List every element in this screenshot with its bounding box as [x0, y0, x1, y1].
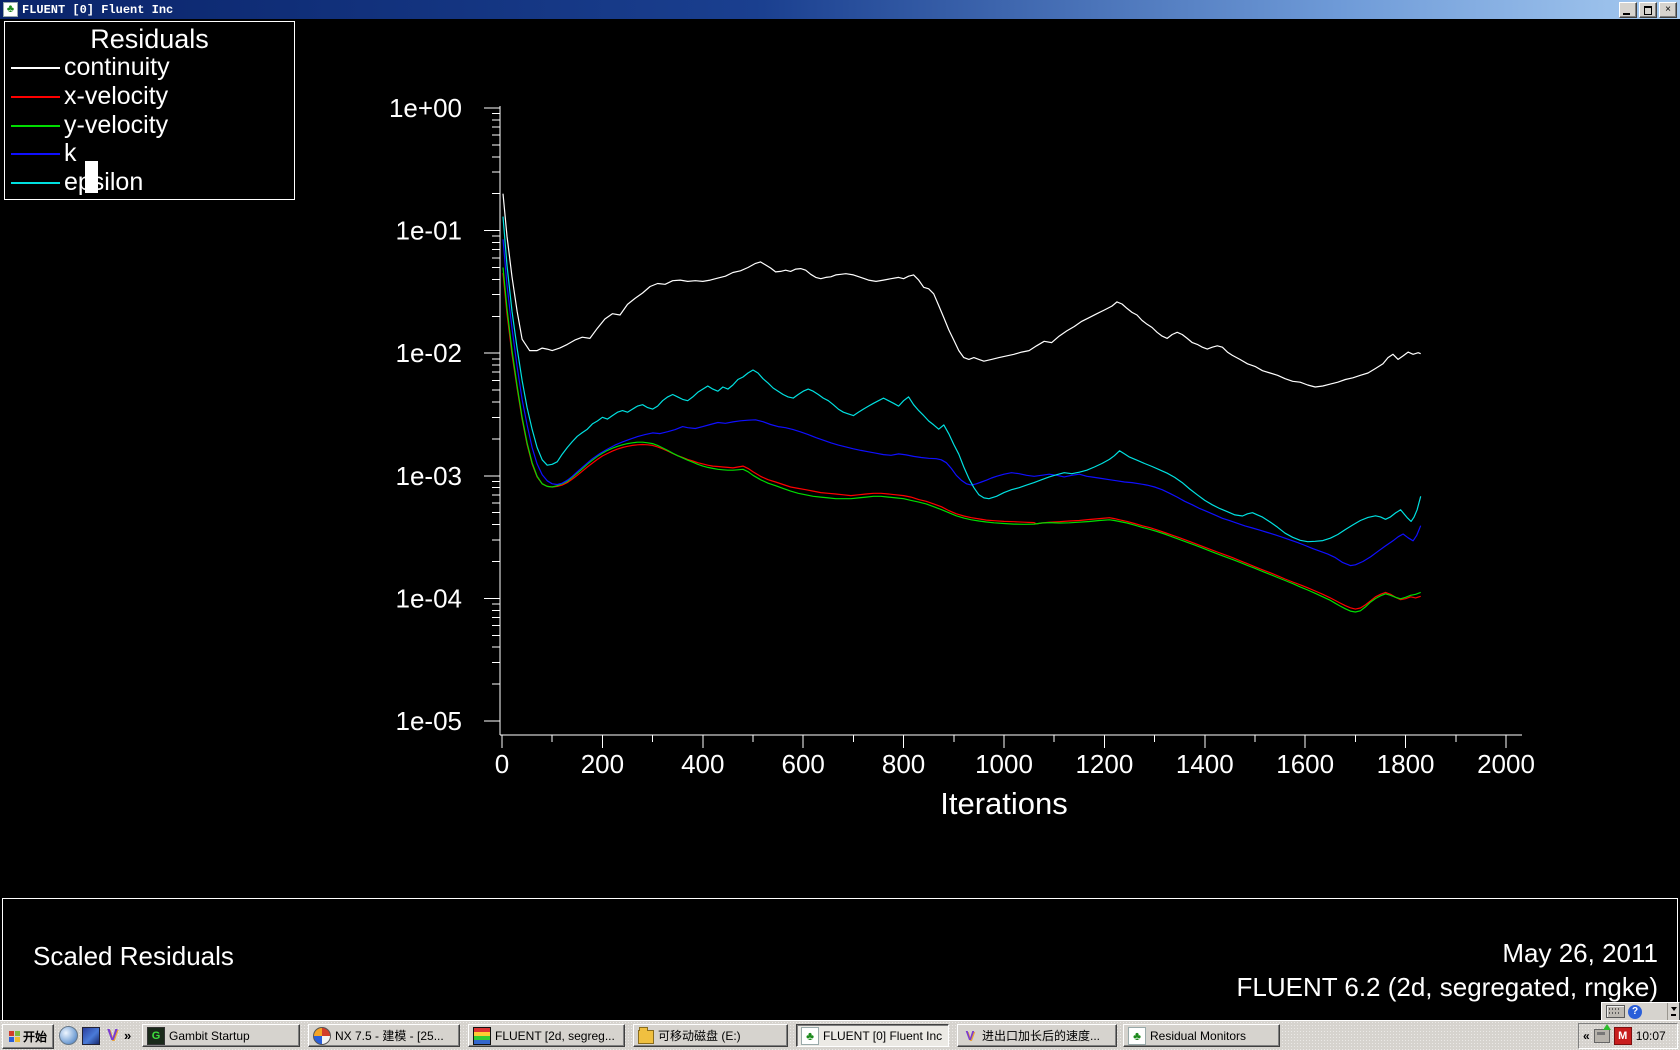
svg-text:1e-03: 1e-03 — [396, 461, 463, 491]
plot-meta: May 26, 2011 FLUENT 6.2 (2d, segregated,… — [1236, 936, 1658, 1004]
caption-box — [2, 898, 1678, 1020]
restore-button[interactable] — [1639, 1, 1657, 18]
plot-date: May 26, 2011 — [1502, 938, 1658, 968]
svg-text:200: 200 — [581, 749, 624, 779]
quick-launch-icon-2[interactable] — [80, 1025, 101, 1046]
gambit-icon: G — [147, 1026, 165, 1045]
windows-flag-icon — [8, 1031, 20, 1042]
svg-text:1e-02: 1e-02 — [396, 338, 463, 368]
residuals-plot: 1e+00 1e-01 1e-02 1e-03 1e-04 1e-05 0 200 400 600… — [389, 93, 1535, 779]
svg-text:1e-05: 1e-05 — [396, 706, 463, 736]
start-button[interactable]: 开始 — [2, 1024, 54, 1049]
fluent-contour-icon — [473, 1026, 491, 1045]
k-line-swatch — [11, 153, 60, 155]
svg-text:2000: 2000 — [1477, 749, 1535, 779]
options-arrow-icon — [1670, 1006, 1677, 1011]
taskbar-button-velocity-doc[interactable]: V 进出口加长后的速度... — [957, 1024, 1117, 1047]
legend-title: Residuals — [90, 24, 209, 54]
legend-item-x-velocity: x-velocity — [5, 83, 294, 112]
taskbar-button-removable-disk[interactable]: 可移动磁盘 (E:) — [633, 1024, 788, 1047]
svg-text:1200: 1200 — [1075, 749, 1133, 779]
svg-text:1400: 1400 — [1176, 749, 1234, 779]
minimize-icon — [1623, 12, 1630, 15]
fluent-app-icon: ♣ — [3, 2, 18, 17]
legend-item-epsilon: epsilon — [5, 169, 294, 198]
svg-text:1e+00: 1e+00 — [389, 93, 462, 123]
taskbar-button-nx[interactable]: NX 7.5 - 建模 - [25... — [308, 1024, 460, 1047]
quick-launch-icon-3[interactable]: V — [107, 1026, 118, 1044]
svg-text:1800: 1800 — [1377, 749, 1435, 779]
taskbar-button-fluent-2d[interactable]: FLUENT [2d, segreg... — [468, 1024, 625, 1047]
window-titlebar[interactable]: ♣ FLUENT [0] Fluent Inc × — [0, 0, 1680, 19]
window-title: FLUENT [0] Fluent Inc — [22, 2, 174, 17]
taskbar-button-gambit[interactable]: G Gambit Startup — [142, 1024, 300, 1047]
help-icon[interactable]: ? — [1628, 1004, 1642, 1019]
legend-box: Residuals continuity x-velocity y-veloci… — [4, 21, 295, 200]
taskbar-button-fluent-0[interactable]: ♣ FLUENT [0] Fluent Inc — [796, 1024, 949, 1047]
minimize-bar-icon — [1671, 1014, 1676, 1017]
svg-text:800: 800 — [882, 749, 925, 779]
restore-icon — [1642, 5, 1652, 16]
taskbar-button-residual-monitors[interactable]: ♣ Residual Monitors — [1123, 1024, 1280, 1047]
svg-text:400: 400 — [681, 749, 724, 779]
x-axis-title: Iterations — [940, 786, 1068, 821]
x-velocity-line-swatch — [11, 96, 60, 98]
svg-text:1e-01: 1e-01 — [396, 216, 463, 246]
solver-info: FLUENT 6.2 (2d, segregated, rngke) — [1236, 972, 1658, 1002]
language-bar[interactable]: ? — [1601, 1002, 1680, 1021]
legend-item-y-velocity: y-velocity — [5, 112, 294, 141]
continuity-line-swatch — [11, 67, 60, 69]
tray-clock: 10:07 — [1635, 1029, 1666, 1043]
ime-m-icon[interactable]: M — [1613, 1027, 1632, 1045]
nx-icon — [313, 1026, 331, 1045]
plot-caption: Scaled Residuals — [33, 941, 234, 971]
folder-icon — [638, 1027, 654, 1044]
fluent-leaf-icon-2: ♣ — [1128, 1026, 1146, 1045]
keyboard-icon[interactable] — [1606, 1005, 1625, 1018]
legend-item-k: k — [5, 140, 294, 169]
language-bar-options[interactable] — [1667, 1003, 1679, 1020]
epsilon-line-swatch — [11, 182, 60, 184]
svg-text:1000: 1000 — [975, 749, 1033, 779]
tray-chevron[interactable]: « — [1583, 1029, 1590, 1043]
safely-remove-hardware-icon[interactable] — [1593, 1024, 1611, 1043]
svg-text:0: 0 — [495, 749, 509, 779]
text-cursor-block — [85, 161, 98, 193]
system-tray: « M 10:07 — [1578, 1023, 1678, 1049]
quick-launch-overflow-chevron[interactable]: » — [124, 1028, 132, 1043]
svg-text:1e-04: 1e-04 — [396, 583, 463, 613]
svg-text:600: 600 — [782, 749, 825, 779]
legend-item-continuity: continuity — [5, 54, 294, 83]
svg-text:1600: 1600 — [1276, 749, 1334, 779]
quick-launch-icon-1[interactable] — [58, 1025, 79, 1046]
fluent-leaf-icon: ♣ — [801, 1026, 819, 1045]
minimize-button[interactable] — [1619, 1, 1637, 18]
y-velocity-line-swatch — [11, 125, 60, 127]
close-button[interactable]: × — [1659, 1, 1677, 18]
taskbar: 开始 V » G Gambit Startup NX 7.5 - 建模 - [2… — [0, 1020, 1680, 1050]
v-doc-icon: V — [965, 1028, 975, 1043]
